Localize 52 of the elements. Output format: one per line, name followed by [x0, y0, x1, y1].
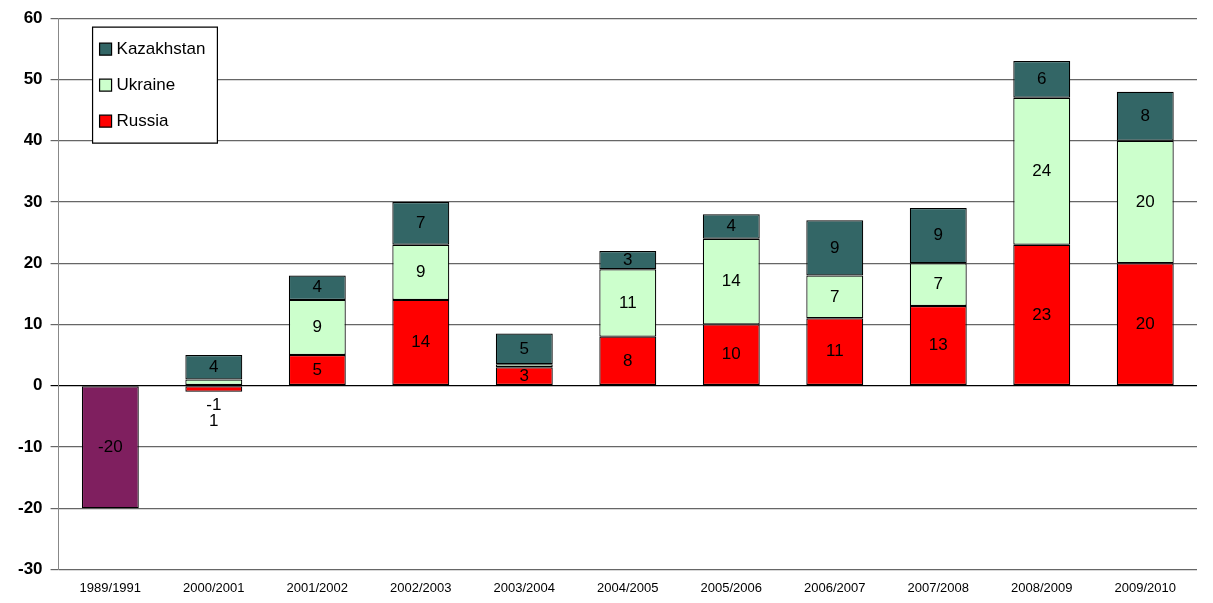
y-tick-label: -20 [17, 497, 43, 517]
data-label: 14 [721, 271, 741, 291]
data-label: 11 [825, 341, 844, 361]
x-tick-label: 2003/2004 [493, 579, 556, 595]
data-label: 9 [830, 237, 840, 257]
data-label: 4 [209, 356, 219, 376]
data-label: 23 [1032, 304, 1052, 324]
y-tick-label: 50 [23, 69, 43, 89]
data-label: 4 [726, 216, 737, 236]
data-label: 3 [519, 365, 530, 385]
data-label: 8 [623, 350, 633, 370]
x-tick-label: 2007/2008 [907, 579, 969, 595]
data-label: 9 [933, 225, 943, 245]
x-tick-label: 2004/2005 [597, 579, 659, 595]
x-tick-label: 2006/2007 [804, 579, 866, 595]
data-label: 24 [1032, 161, 1052, 180]
data-label: 13 [928, 335, 948, 355]
data-label: 3 [623, 249, 633, 269]
y-tick-label: -30 [17, 559, 43, 579]
y-tick-label: 20 [23, 252, 43, 272]
x-tick-label: 2008/2009 [1011, 579, 1073, 595]
data-label: 10 [721, 344, 741, 364]
x-tick-label: 1989/1991 [79, 579, 142, 595]
data-label: 7 [416, 213, 426, 233]
y-tick-label: 40 [23, 130, 43, 150]
data-label: 4 [312, 277, 323, 297]
data-label: -20 [98, 436, 123, 456]
data-label: 14 [411, 332, 431, 352]
data-label: 7 [830, 286, 840, 306]
data-label: 9 [416, 262, 426, 282]
x-tick-label: 2009/2010 [1114, 579, 1176, 595]
data-label: 20 [1135, 313, 1155, 333]
y-tick-label: 0 [33, 375, 43, 395]
data-label: 7 [933, 274, 943, 294]
x-tick-label: 2005/2006 [700, 579, 763, 595]
data-label: 8 [1140, 105, 1150, 125]
y-tick-label: 60 [23, 7, 43, 27]
legend-label: Russia [116, 110, 170, 130]
legend-label: Ukraine [116, 74, 176, 94]
data-label: 9 [312, 317, 323, 337]
data-label: 6 [1037, 69, 1047, 89]
data-label: 20 [1135, 191, 1155, 211]
data-label: 5 [519, 338, 530, 358]
data-label: 5 [312, 359, 323, 379]
x-tick-label: 2000/2001 [183, 579, 245, 595]
legend-label: Kazakhstan [116, 38, 206, 58]
data-label: 11 [618, 292, 637, 312]
y-tick-label: 30 [23, 191, 43, 211]
x-tick-label: 2002/2003 [390, 579, 452, 595]
y-tick-label: 10 [23, 314, 43, 334]
x-tick-label: 2001/2002 [286, 579, 349, 595]
y-tick-label: -10 [17, 436, 43, 456]
